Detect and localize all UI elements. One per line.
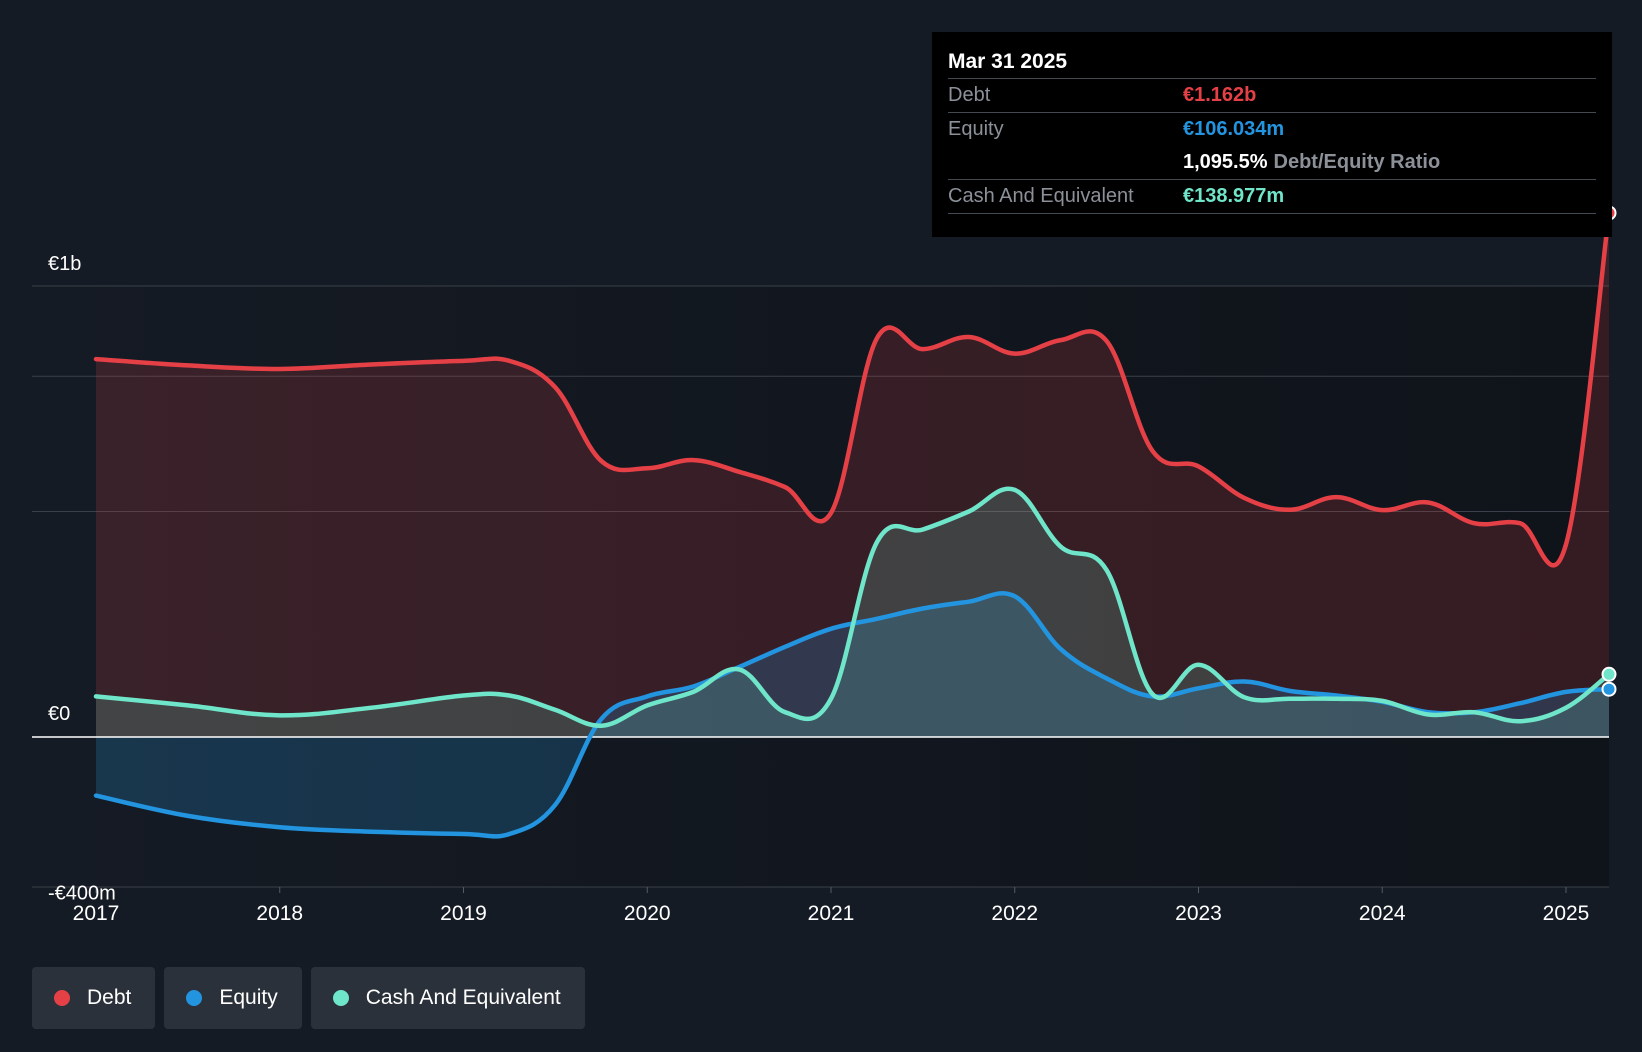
tooltip-cash-row: Cash And Equivalent €138.977m bbox=[948, 180, 1596, 214]
gridlines bbox=[32, 285, 1609, 893]
tooltip-debt-row: Debt €1.162b bbox=[948, 79, 1596, 113]
tooltip-cash-value: €138.977m bbox=[1183, 185, 1285, 207]
x-label-2019: 2019 bbox=[440, 902, 487, 920]
tooltip-cash-label: Cash And Equivalent bbox=[948, 185, 1134, 207]
x-label-2023: 2023 bbox=[1175, 902, 1222, 920]
cash-area bbox=[96, 488, 1609, 737]
tooltip-debt-value: €1.162b bbox=[1183, 84, 1257, 106]
x-label-2020: 2020 bbox=[624, 902, 671, 920]
legend-item-debt[interactable]: Debt bbox=[32, 967, 156, 1029]
plot-background bbox=[32, 286, 1609, 887]
legend-equity-label: Equity bbox=[219, 986, 278, 1009]
x-label-2017: 2017 bbox=[73, 902, 120, 920]
y-label-0: €0 bbox=[48, 703, 70, 725]
debt-line bbox=[93, 210, 1612, 568]
tooltip-date: Mar 31 2025 bbox=[948, 46, 1596, 79]
cash-dot-icon bbox=[332, 990, 349, 1006]
equity-dot-icon bbox=[186, 990, 203, 1006]
chart-legend: Debt Equity Cash And Equivalent bbox=[32, 967, 585, 1029]
legend-cash-label: Cash And Equivalent bbox=[365, 986, 561, 1009]
tooltip-ratio-row: 1,095.5% Debt/Equity Ratio bbox=[948, 146, 1596, 180]
debt-equity-chart: €1b €0 -€400m 2017 2018 2019 2020 2021 2022 2023… bbox=[32, 205, 1617, 920]
y-axis-labels: €1b €0 -€400m bbox=[48, 253, 116, 904]
cash-line bbox=[93, 486, 1612, 728]
tooltip-debt-label: Debt bbox=[948, 84, 991, 106]
x-label-2021: 2021 bbox=[808, 902, 855, 920]
x-label-2022: 2022 bbox=[991, 902, 1038, 920]
tooltip-equity-label: Equity bbox=[948, 118, 1004, 140]
series-lines bbox=[93, 210, 1612, 839]
tooltip-equity-value: €106.034m bbox=[1183, 118, 1285, 140]
y-label-1000: €1b bbox=[48, 253, 81, 275]
series-areas bbox=[96, 212, 1609, 837]
legend-item-equity[interactable]: Equity bbox=[164, 967, 302, 1029]
debt-dot-icon bbox=[54, 990, 70, 1006]
cash-end-marker bbox=[1601, 666, 1617, 682]
y-label--400: -€400m bbox=[48, 882, 116, 904]
tooltip-ratio-spacer bbox=[948, 146, 1183, 179]
equity-end-marker bbox=[1601, 681, 1617, 697]
legend-item-cash[interactable]: Cash And Equivalent bbox=[310, 967, 585, 1029]
equity-area bbox=[96, 593, 1609, 837]
x-axis-labels: 2017 2018 2019 2020 2021 2022 2023 2024 2025 bbox=[73, 902, 1590, 920]
x-label-2018: 2018 bbox=[256, 902, 303, 920]
debt-area bbox=[96, 212, 1609, 737]
x-label-2024: 2024 bbox=[1359, 902, 1406, 920]
data-tooltip: Mar 31 2025 Debt €1.162b Equity €106.034… bbox=[932, 32, 1612, 237]
x-label-2025: 2025 bbox=[1543, 902, 1590, 920]
tooltip-equity-row: Equity €106.034m bbox=[948, 113, 1596, 146]
legend-debt-label: Debt bbox=[87, 986, 132, 1009]
tooltip-ratio-label: Debt/Equity Ratio bbox=[1273, 151, 1441, 173]
tooltip-ratio-value: 1,095.5% bbox=[1183, 151, 1268, 173]
